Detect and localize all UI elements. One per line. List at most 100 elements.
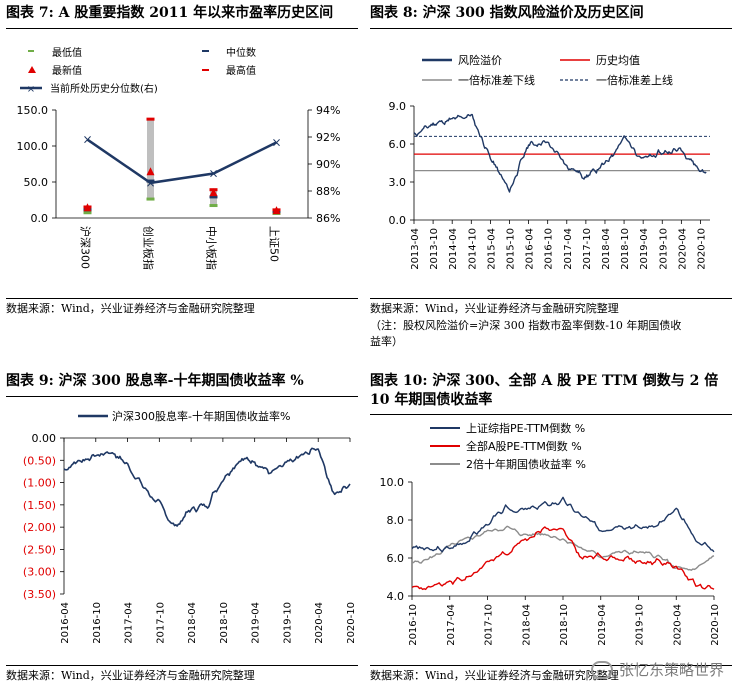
x-tick-label: 2018-04 — [521, 604, 532, 646]
y-tick-label: 3.0 — [389, 176, 407, 189]
chart10-source: 数据来源：Wind，兴业证券经济与金融研究院整理 — [370, 669, 619, 682]
y-tick-label: 150.0 — [17, 104, 49, 117]
y2-tick-label: 92% — [316, 131, 340, 144]
x-tick-label: 2015-04 — [486, 228, 497, 270]
min-marker — [146, 197, 155, 201]
y-tick-label: (1.50) — [23, 499, 56, 512]
y-tick-label: 6.0 — [387, 552, 405, 565]
x-tick-label: 2015-10 — [505, 228, 516, 270]
watermark-text: 张忆东策略世界 — [618, 661, 724, 679]
chart8-note-line1: （注：股权风险溢价=沪深 300 指数市盈率倒数-10 年期国债收 — [370, 319, 682, 332]
legend-percentile-label: 当前所处历史分位数(右) — [50, 82, 158, 95]
percentile-point: × — [208, 166, 218, 180]
bond-yield-line — [411, 525, 715, 571]
latest-marker — [146, 167, 155, 176]
panel-chart10: 图表 10: 沪深 300、全部 A 股 PE TTM 倒数与 2 倍 10 年… — [370, 372, 732, 690]
x-tick-label: 2020-10 — [696, 228, 707, 270]
x-tick-label: 2020-04 — [677, 228, 688, 270]
x-tick-label: 2019-04 — [597, 604, 608, 646]
y-tick-label: 4.0 — [387, 590, 405, 603]
x-tick-label: 2017-04 — [446, 604, 457, 646]
legend-label-3: 2倍十年期国债收益率 % — [466, 457, 586, 471]
chart7-source-rule — [6, 298, 358, 299]
chart9-title-rule — [6, 396, 358, 397]
x-tick-label: 2019-04 — [639, 228, 650, 270]
x-tick-label: 2018-10 — [620, 228, 631, 270]
x-tick-label: 2016-04 — [525, 228, 536, 270]
chart10-svg: 上证综指PE-TTM倒数 % 全部A股PE-TTM倒数 % 2倍十年期国债收益率 %… — [380, 421, 722, 646]
x-tick-label: 创业板指 — [142, 226, 156, 270]
chart10-title-line2: 10 年期国债收益率 — [370, 392, 493, 408]
legend-min-marker — [28, 50, 34, 52]
chart8-note-line2: 益率） — [370, 335, 403, 348]
panel-chart7: 图表 7: A 股重要指数 2011 年以来市盈率历史区间 最低值 中位数 最新值最… — [6, 4, 358, 324]
chart8-source: 数据来源：Wind，兴业证券经济与金融研究院整理 — [370, 302, 619, 315]
x-tick-label: 2020-04 — [314, 602, 325, 644]
chart10-source-rule — [370, 665, 732, 666]
legend-percentile-marker: × — [27, 84, 35, 95]
x-tick-label: 2013-04 — [410, 228, 421, 270]
x-tick-label: 2017-10 — [484, 604, 495, 646]
sse-pe-inverse-line — [411, 496, 715, 553]
legend-median-label: 中位数 — [226, 46, 256, 59]
percentile-point: × — [271, 135, 281, 149]
x-tick-label: 2014-10 — [467, 228, 478, 270]
latest-marker — [272, 206, 281, 215]
x-tick-label: 2019-04 — [251, 602, 262, 644]
chart8-title-rule — [370, 28, 732, 29]
x-tick-label: 中小板指 — [205, 226, 219, 270]
x-tick-label: 2018-10 — [559, 604, 570, 646]
y-tick-label: 100.0 — [17, 140, 49, 153]
latest-marker — [209, 188, 218, 197]
y2-tick-label: 88% — [316, 185, 340, 198]
percentile-line — [86, 138, 278, 185]
x-tick-label: 2016-10 — [544, 228, 555, 270]
legend-label-2: 全部A股PE-TTM倒数 % — [466, 439, 582, 453]
legend-latest-label: 最新值 — [52, 64, 82, 77]
legend-label: 沪深300股息率-十年期国债收益率% — [112, 409, 290, 423]
y-tick-label: (2.00) — [23, 521, 56, 534]
y-tick-label: 6.0 — [389, 138, 407, 151]
y-tick-label: (2.50) — [23, 543, 56, 556]
legend-label-1: 上证综指PE-TTM倒数 % — [466, 421, 585, 435]
y-tick-label: (1.00) — [23, 477, 56, 490]
risk-premium-line — [413, 113, 707, 193]
x-tick-label: 2018-04 — [601, 228, 612, 270]
x-tick-label: 2017-10 — [155, 602, 166, 644]
legend-upper-label: 一倍标准差上线 — [596, 73, 673, 87]
panel-chart8: 图表 8: 沪深 300 指数风险溢价及历史区间 风险溢价 历史均值 一倍标准差下线… — [370, 4, 732, 349]
y2-tick-label: 90% — [316, 158, 340, 171]
x-tick-label: 沪深300 — [79, 226, 93, 269]
dividend-spread-line — [63, 447, 351, 527]
legend-lower-label: 一倍标准差下线 — [458, 73, 535, 87]
chart9-source-rule — [6, 665, 358, 666]
x-tick-label: 2020-10 — [710, 604, 721, 646]
chart9-source: 数据来源：Wind，兴业证券经济与金融研究院整理 — [6, 669, 255, 682]
chart8-source-rule — [370, 298, 732, 299]
percentile-point: × — [82, 133, 92, 147]
max-marker — [146, 117, 155, 121]
legend-mean-label: 历史均值 — [596, 54, 640, 67]
chart10-title-rule — [370, 414, 732, 415]
latest-marker — [83, 203, 92, 212]
x-tick-label: 2017-04 — [563, 228, 574, 270]
legend-latest-marker — [28, 66, 36, 73]
chart7-source: 数据来源：Wind，兴业证券经济与金融研究院整理 — [6, 302, 255, 315]
x-tick-label: 2019-10 — [635, 604, 646, 646]
legend-median-marker — [202, 50, 209, 52]
x-tick-label: 2020-04 — [672, 604, 683, 646]
y-tick-label: (0.50) — [23, 454, 56, 467]
legend-premium-label: 风险溢价 — [458, 53, 502, 67]
all-a-pe-inverse-line — [411, 526, 715, 591]
x-tick-label: 2016-04 — [60, 602, 71, 644]
chart9-title: 图表 9: 沪深 300 股息率-十年期国债收益率 % — [6, 373, 304, 389]
legend-max-label: 最高值 — [226, 64, 256, 77]
percentile-point: × — [145, 176, 155, 190]
chart10-title-line1: 图表 10: 沪深 300、全部 A 股 PE TTM 倒数与 2 倍 — [370, 373, 719, 389]
y2-tick-label: 94% — [316, 104, 340, 117]
x-tick-label: 2017-04 — [124, 602, 135, 644]
wechat-icon — [590, 660, 613, 679]
y-tick-label: 0.0 — [389, 214, 407, 227]
